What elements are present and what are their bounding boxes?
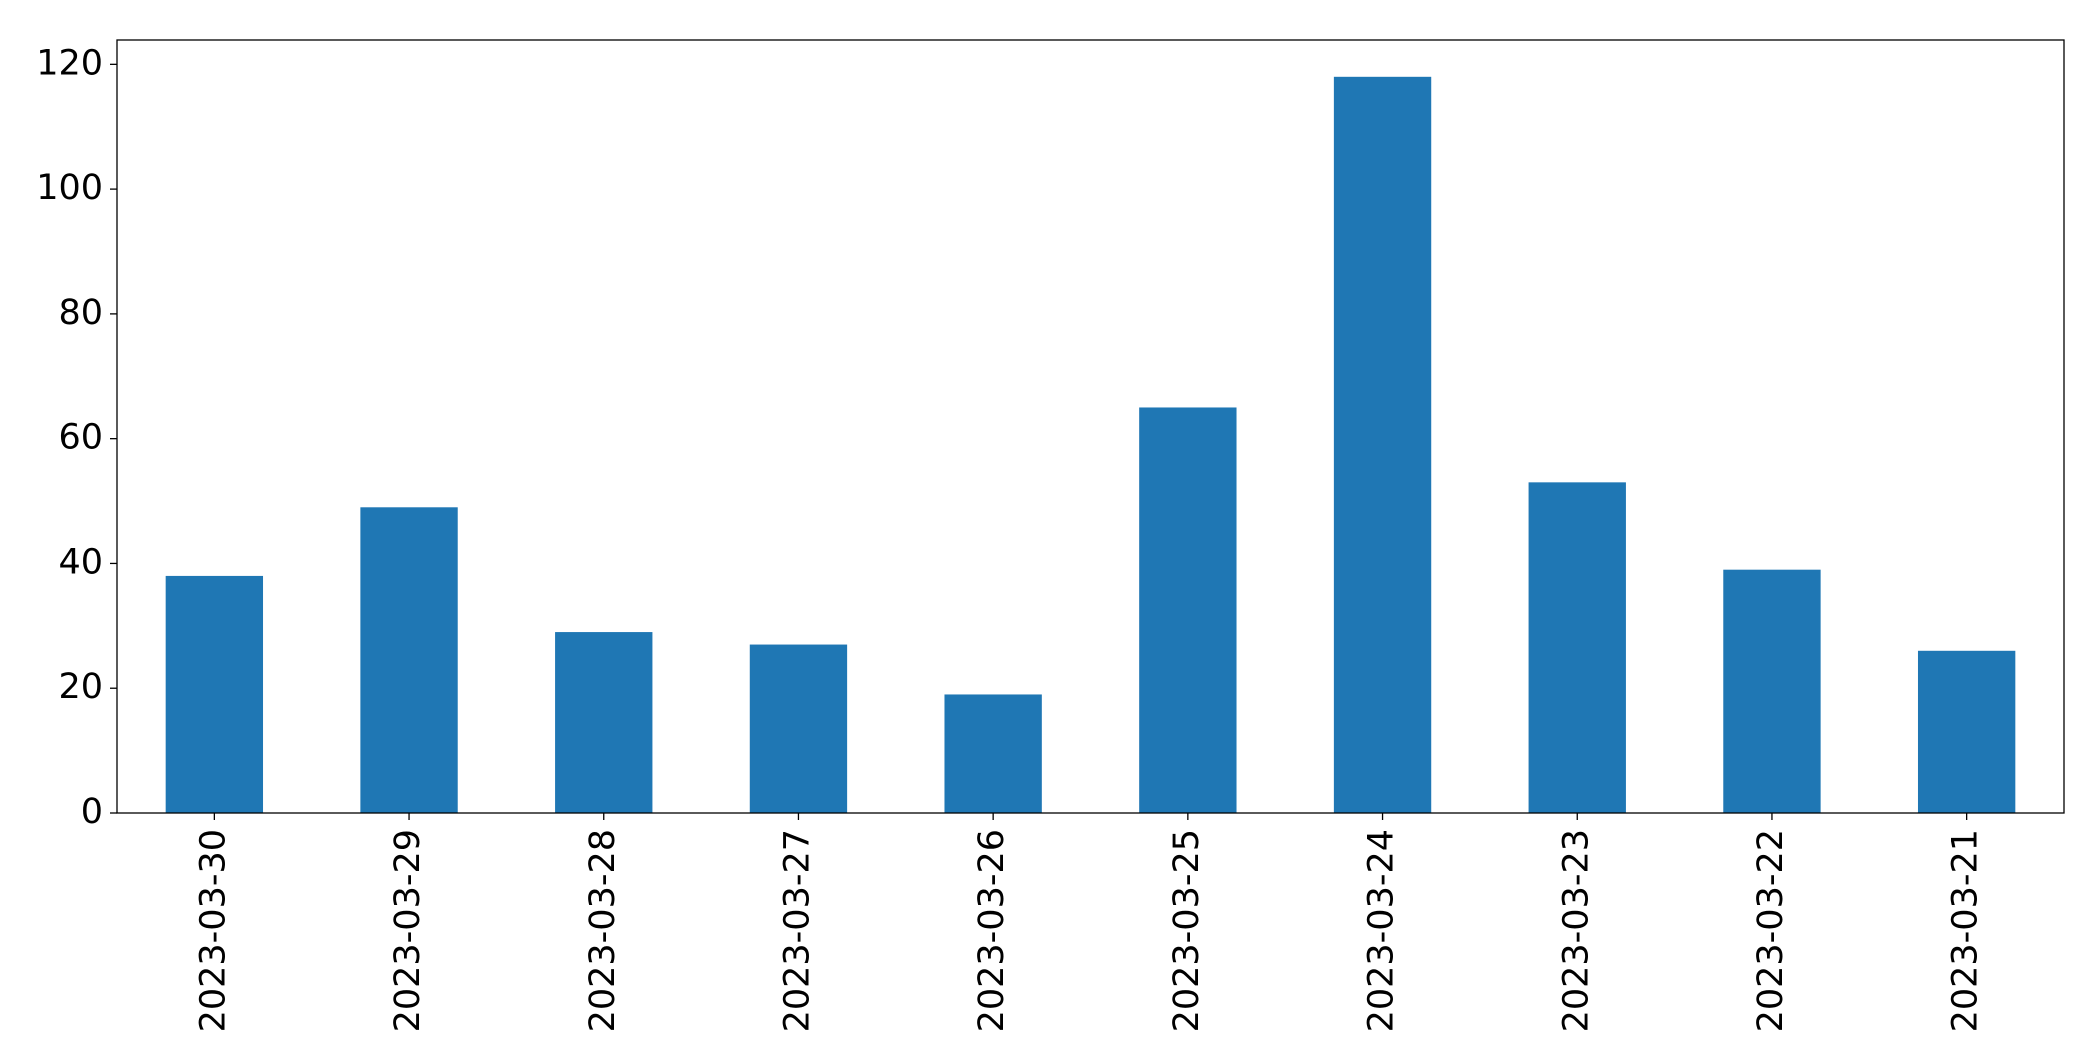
bar: [555, 632, 653, 813]
x-tick-label: 2023-03-26: [972, 829, 1012, 1032]
bar: [165, 575, 264, 813]
y-tick-label: 80: [58, 293, 103, 333]
bar: [1139, 407, 1237, 813]
bar: [360, 507, 458, 813]
bar: [944, 694, 1042, 813]
x-tick-label: 2023-03-29: [388, 829, 428, 1032]
x-tick-label: 2023-03-22: [1751, 829, 1791, 1032]
y-tick-label: 40: [58, 542, 103, 582]
x-tick-label: 2023-03-21: [1946, 829, 1986, 1032]
x-tick-label: 2023-03-23: [1556, 829, 1596, 1032]
bar: [1528, 482, 1626, 813]
plot-frame: [116, 39, 2065, 814]
x-tick-label: 2023-03-30: [193, 829, 233, 1032]
y-tick-label: 20: [58, 667, 103, 707]
y-tick-label: 0: [81, 792, 103, 832]
bar: [749, 644, 848, 813]
x-tick-label: 2023-03-27: [777, 829, 817, 1032]
bar: [1723, 569, 1821, 813]
y-tick-label: 100: [36, 168, 103, 208]
bar: [1917, 650, 2016, 813]
bar: [1333, 76, 1432, 814]
y-tick-label: 60: [58, 418, 103, 458]
x-tick-label: 2023-03-25: [1167, 829, 1207, 1032]
x-tick-label: 2023-03-28: [583, 829, 623, 1032]
y-tick-label: 120: [36, 43, 103, 83]
x-tick-label: 2023-03-24: [1362, 829, 1402, 1032]
